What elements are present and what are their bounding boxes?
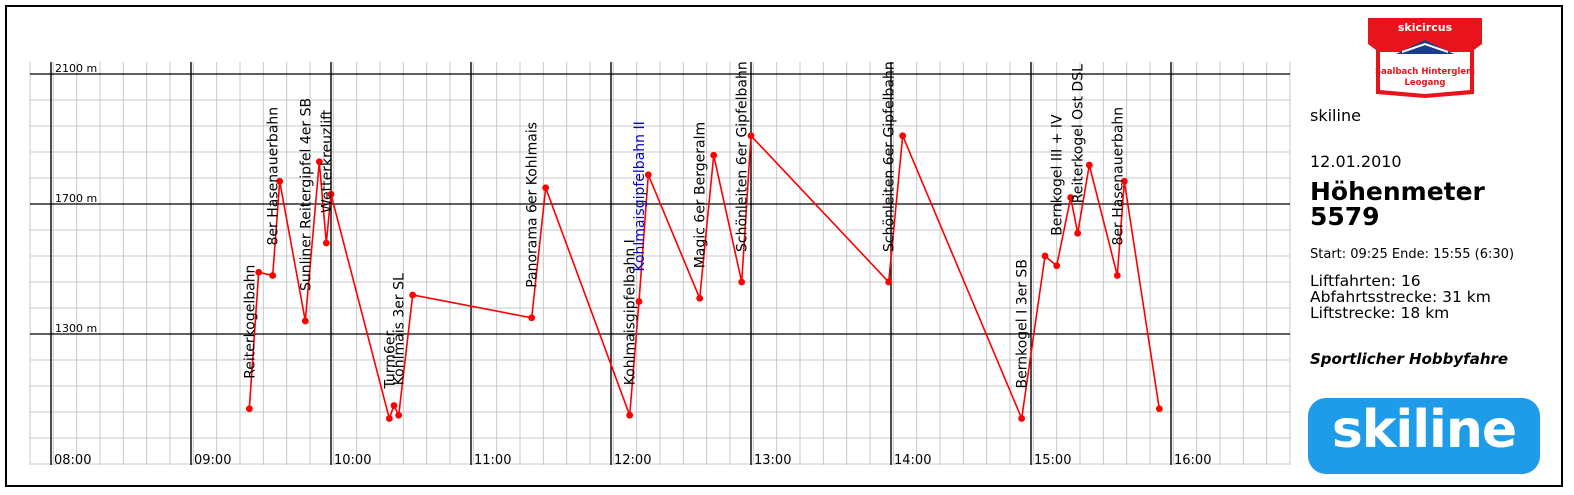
skier-level: Sportlicher Hobbyfahre	[1310, 350, 1509, 368]
x-tick-label: 11:00	[474, 453, 511, 468]
altitude-point	[409, 291, 417, 299]
x-tick-label: 12:00	[614, 453, 651, 468]
altitude-line	[248, 133, 1161, 422]
altitude-heading: Höhenmeter	[1310, 177, 1485, 206]
altitude-point	[1041, 252, 1049, 260]
lift-label: Wetterkreuzlift	[319, 109, 335, 213]
altitude-point	[644, 171, 652, 179]
lift-labels: Reiterkogelbahn 8er Hasenauerbahn Sunliner…	[242, 61, 1126, 389]
altitude-point	[1067, 194, 1075, 201]
lift-label: 8er Hasenauerbahn	[1110, 107, 1126, 246]
y-axis-ticks: 1300 m 1700 m 2100 m	[55, 62, 97, 335]
y-tick-label: 1300 m	[55, 322, 97, 335]
lift-label: Reiterkogel Ost DSL	[1071, 64, 1087, 203]
lift-label: Magic 6er Bergeralm	[693, 122, 709, 268]
altitude-point	[1085, 161, 1093, 169]
altitude-point	[710, 151, 718, 159]
lift-label: 8er Hasenauerbahn	[266, 107, 282, 246]
altitude-point	[1074, 229, 1082, 237]
altitude-point	[747, 132, 755, 140]
altitude-chart: 1300 m 1700 m 2100 m 08:00 09:00 10:00 11:00 1…	[29, 61, 1291, 468]
lift-label: Schönleiten 6er Gipfelbahn	[735, 61, 751, 252]
altitude-point	[542, 184, 550, 192]
lift-label: Panorama 6er Kohlmais	[525, 122, 541, 288]
grid-major	[30, 62, 1290, 465]
logo-top-line1: skicircus	[1398, 21, 1453, 34]
lift-label: Sunliner Reitergipfel 4er SB	[298, 98, 314, 291]
altitude-point	[1018, 415, 1026, 422]
altitude-point	[385, 415, 393, 422]
x-tick-label: 13:00	[754, 453, 791, 468]
altitude-point	[738, 278, 746, 286]
altitude-point	[1155, 405, 1163, 413]
stat-lift-distance: Liftstrecke: 18 km	[1310, 304, 1450, 322]
altitude-point	[885, 278, 893, 286]
altitude-point	[390, 402, 398, 409]
altitude-point	[626, 411, 634, 419]
lift-label: Bernkogel III + IV	[1050, 114, 1066, 236]
stat-downhill-distance: Abfahrtsstrecke: 31 km	[1310, 288, 1491, 306]
altitude-point	[1120, 177, 1128, 185]
lift-label: Reiterkogelbahn	[242, 265, 258, 379]
altitude-point	[635, 298, 643, 305]
skiline-logo-word: skiline	[1331, 400, 1517, 460]
brand-text: skiline	[1310, 106, 1361, 125]
start-end-times: Start: 09:25 Ende: 15:55 (6:30)	[1310, 247, 1515, 262]
altitude-point	[528, 314, 536, 322]
chart-frame	[5, 5, 1563, 487]
lift-label: Schönleiten 6er Gipfelbahn	[882, 61, 898, 252]
ski-stats: Liftfahrten: 16 Abfahrtsstrecke: 31 km L…	[1310, 273, 1491, 321]
altitude-total: 5579	[1310, 202, 1380, 231]
altitude-point	[1113, 272, 1121, 279]
lift-label: Bernkogel I 3er SB	[1015, 259, 1031, 388]
x-tick-label: 16:00	[1174, 453, 1211, 468]
altitude-point	[322, 239, 330, 247]
lift-label: Kohlmais 3er SL	[392, 273, 408, 385]
stat-lift-rides: Liftfahrten: 16	[1310, 272, 1421, 290]
altitude-point	[899, 132, 907, 140]
skicircus-logo: skicircus Saalbach Hinterglem Leogang	[1368, 18, 1482, 98]
altitude-point	[255, 268, 263, 276]
x-tick-label: 08:00	[54, 453, 91, 468]
y-tick-label: 2100 m	[55, 62, 97, 75]
altitude-point	[315, 158, 323, 166]
x-axis-ticks: 08:00 09:00 10:00 11:00 12:00 13:00 14:00 15:00…	[54, 453, 1211, 468]
lift-label: Kohlmaisgipfelbahn II	[632, 121, 648, 271]
altitude-point	[301, 317, 309, 325]
sidebar: skicircus Saalbach Hinterglem Leogang sk…	[1300, 0, 1564, 495]
altitude-point	[395, 411, 403, 419]
altitude-series	[245, 132, 1163, 422]
altitude-point	[269, 272, 277, 279]
x-tick-label: 09:00	[194, 453, 231, 468]
logo-top-line2: Saalbach Hinterglem	[1375, 67, 1475, 77]
y-tick-label: 1700 m	[55, 192, 97, 205]
lift-label: Kohlmaisgipfelbahn I	[623, 239, 639, 385]
grid-minor	[29, 62, 1291, 465]
x-tick-label: 14:00	[894, 453, 931, 468]
altitude-point	[327, 190, 335, 198]
altitude-point	[1053, 262, 1061, 270]
x-tick-label: 15:00	[1034, 453, 1071, 468]
altitude-point	[276, 177, 284, 185]
logo-top-line3: Leogang	[1405, 78, 1446, 88]
altitude-point	[696, 294, 704, 302]
ski-date: 12.01.2010	[1310, 152, 1402, 171]
lift-label: Turm6er	[382, 331, 398, 390]
skiline-logo: skiline	[1308, 398, 1540, 474]
x-tick-label: 10:00	[334, 453, 371, 468]
altitude-point	[245, 405, 253, 413]
